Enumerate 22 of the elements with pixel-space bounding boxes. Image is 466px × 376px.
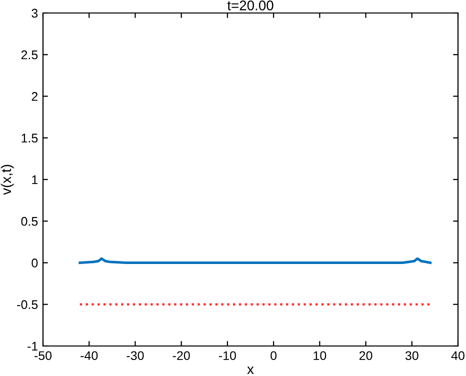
y-tick-label: -0.5 xyxy=(17,300,38,310)
x-tick-label: 10 xyxy=(314,351,326,360)
y-tick-label: 1.5 xyxy=(22,134,38,143)
y-tick-label: 0.5 xyxy=(21,216,38,226)
y-tick-label: 3 xyxy=(32,8,38,18)
x-tick-label: -50 xyxy=(34,351,52,360)
x-tick-label: -30 xyxy=(126,351,144,360)
y-axis-title: v(x,t) xyxy=(0,164,14,195)
x-tick-label: 30 xyxy=(405,351,418,360)
x-tick-label: 20 xyxy=(359,351,372,360)
y-tick-label: -1 xyxy=(28,342,38,351)
y-tick-label: 2 xyxy=(32,92,38,101)
x-tick-label: 40 xyxy=(451,351,464,360)
x-tick-label: -20 xyxy=(172,351,190,360)
x-axis-title: x xyxy=(247,366,254,374)
x-tick-label: 0 xyxy=(270,351,277,360)
x-tick-label: -10 xyxy=(218,351,236,360)
y-tick-label: 2.5 xyxy=(21,50,38,60)
y-tick-label: 0 xyxy=(32,258,38,268)
chart-title: t=20.00 xyxy=(227,0,274,10)
x-tick-label: -40 xyxy=(80,351,98,360)
y-tick-label: 1 xyxy=(32,175,38,184)
